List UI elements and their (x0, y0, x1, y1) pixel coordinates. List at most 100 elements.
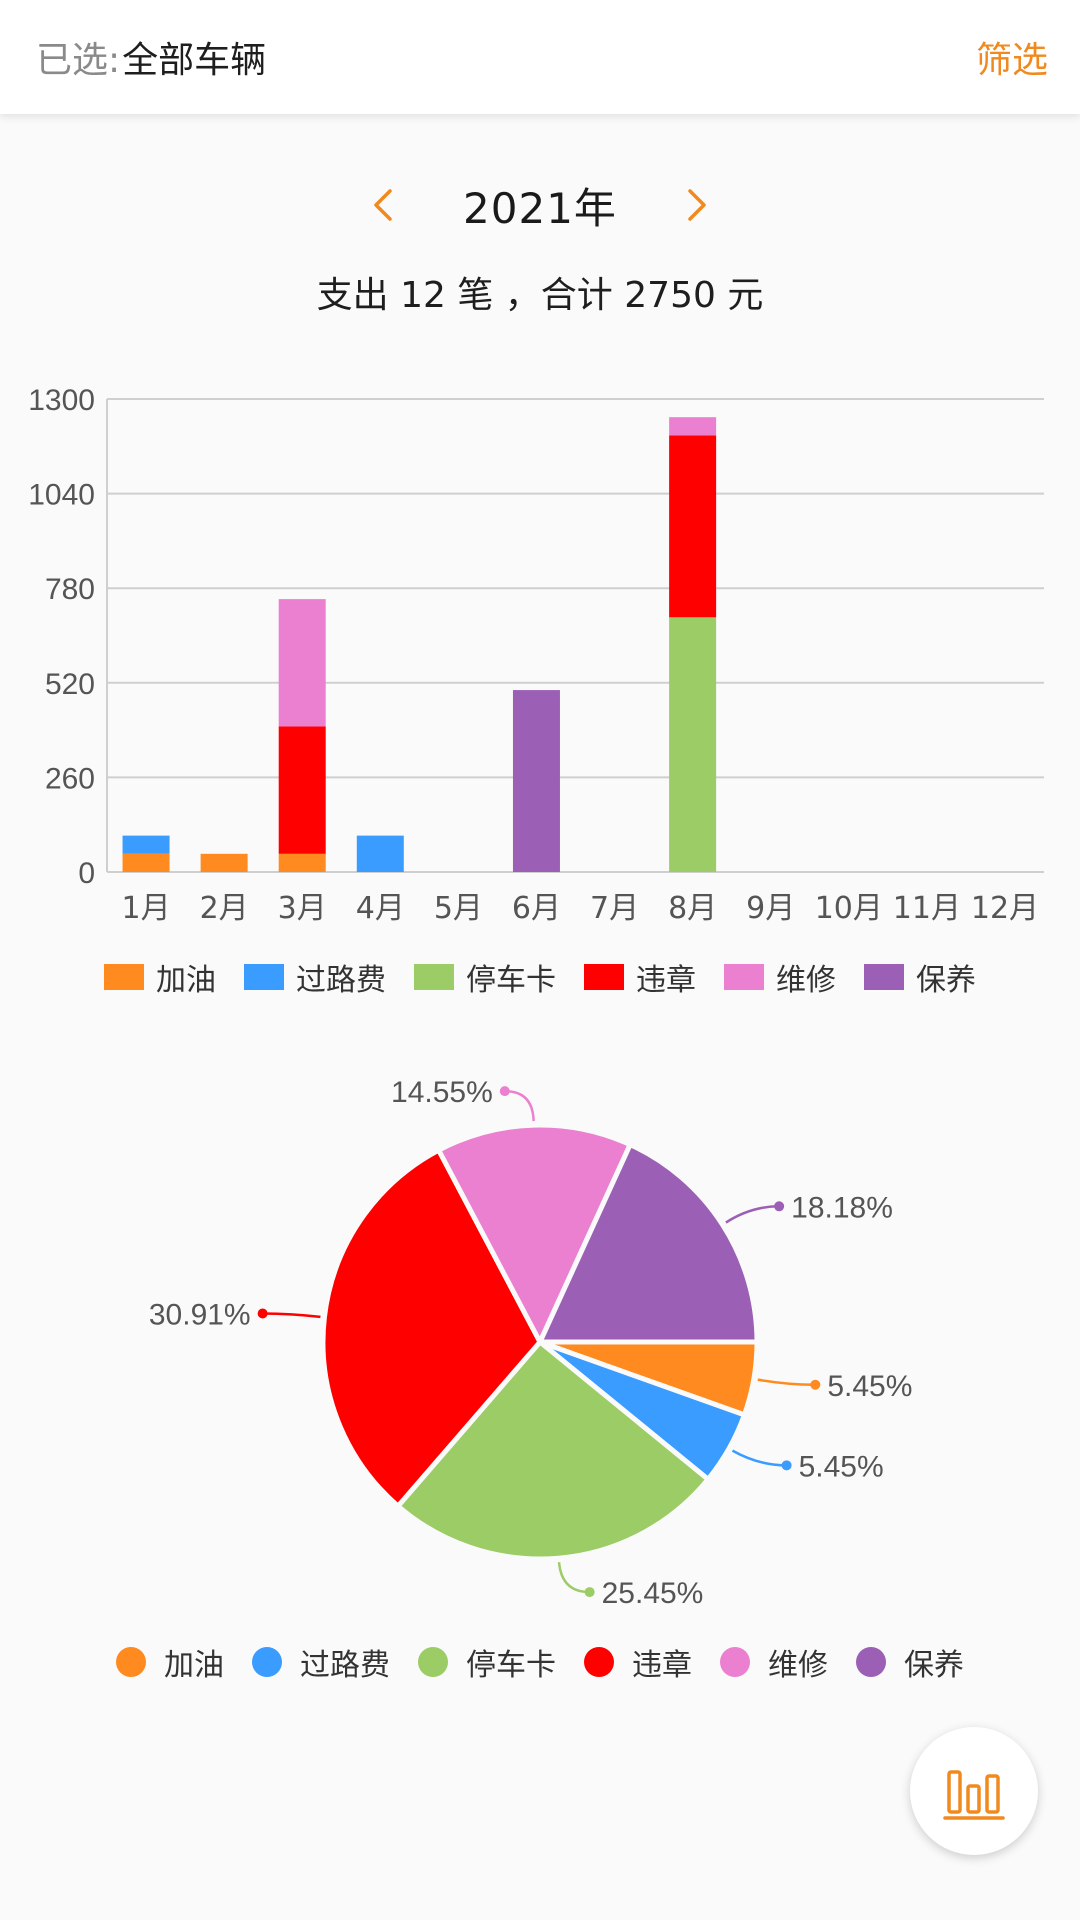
y-tick-label: 520 (45, 668, 95, 701)
bar-segment[interactable] (278, 853, 326, 872)
next-year-button[interactable] (667, 175, 727, 235)
x-tick-label: 5月 (434, 891, 483, 926)
summary-middle: 笔 ，合计 (445, 275, 625, 316)
pie-label-dot (499, 1086, 510, 1097)
pie-label-leader (757, 1378, 816, 1387)
y-tick-label: 260 (45, 762, 95, 795)
bar-chart-icon (943, 1770, 1005, 1820)
legend-label: 保养 (916, 963, 976, 998)
legend-label: 维修 (776, 963, 836, 998)
bar-segment[interactable] (200, 853, 248, 872)
legend-label: 过路费 (296, 963, 386, 998)
legend-item[interactable]: 违章 (584, 1640, 692, 1684)
legend-item[interactable]: 加油 (116, 1640, 224, 1684)
pie-label-leader (504, 1089, 535, 1122)
bar-segment[interactable] (356, 835, 404, 872)
x-tick-label: 9月 (746, 891, 795, 926)
legend-item[interactable]: 保养 (856, 1640, 964, 1684)
selected-value: 全部车辆 (122, 40, 267, 81)
bar-segment[interactable] (669, 435, 717, 618)
bar-segment[interactable] (278, 599, 326, 727)
bar-segment[interactable] (669, 417, 717, 436)
legend-swatch (856, 1647, 886, 1677)
expense-summary: 支出 12 笔 ，合计 2750 元 (0, 266, 1080, 318)
summary-prefix: 支出 (316, 275, 401, 316)
legend-label: 加油 (164, 1648, 224, 1683)
legend-item[interactable]: 过路费 (244, 955, 386, 999)
legend-item[interactable]: 过路费 (252, 1640, 390, 1684)
legend-label: 违章 (636, 963, 696, 998)
legend-label: 保养 (904, 1648, 964, 1683)
legend-label: 停车卡 (466, 1648, 556, 1683)
selected-prefix: 已选: (36, 40, 121, 81)
pie-label-leader (557, 1562, 590, 1594)
pie-percent-label: 5.45% (827, 1370, 912, 1403)
pie-slice[interactable] (320, 1147, 543, 1509)
legend-item[interactable]: 加油 (104, 955, 216, 999)
pie-label-dot (584, 1587, 595, 1598)
pie-label-dot (774, 1201, 785, 1212)
pie-label-dot (781, 1460, 792, 1471)
legend-swatch (720, 1647, 750, 1677)
x-tick-label: 3月 (278, 891, 327, 926)
x-tick-label: 7月 (590, 891, 639, 926)
pie-label-leader (725, 1205, 780, 1224)
year-label: 2021年 (463, 183, 617, 233)
pie-label-dot (810, 1379, 821, 1390)
pie-percent-label: 5.45% (799, 1450, 884, 1483)
legend-swatch (584, 1647, 614, 1677)
legend-item[interactable]: 保养 (864, 955, 976, 999)
pie-label-leader (731, 1449, 787, 1467)
bar-segment[interactable] (122, 853, 170, 872)
legend-swatch (414, 964, 454, 990)
pie-chart-legend: 加油 过路费 停车卡 违章 维修 保养 (0, 1640, 1080, 1684)
pie-percent-label: 18.18% (791, 1191, 893, 1224)
pie-label-dot (257, 1308, 268, 1319)
prev-year-button[interactable] (353, 175, 413, 235)
x-tick-label: 10月 (815, 891, 883, 926)
bar-segment[interactable] (669, 617, 717, 872)
legend-label: 维修 (768, 1648, 828, 1683)
legend-swatch (104, 964, 144, 990)
filter-button[interactable]: 筛选 (975, 40, 1048, 81)
summary-suffix: 元 (715, 275, 764, 316)
y-tick-label: 0 (78, 857, 95, 890)
legend-swatch (116, 1647, 146, 1677)
pie-slice[interactable] (537, 1142, 760, 1345)
legend-item[interactable]: 停车卡 (418, 1640, 556, 1684)
summary-total: 2750 (624, 275, 716, 316)
x-tick-label: 6月 (512, 891, 561, 926)
legend-swatch (244, 964, 284, 990)
y-tick-label: 1040 (28, 479, 95, 512)
pie-slice[interactable] (395, 1339, 711, 1562)
x-tick-label: 11月 (893, 891, 961, 926)
legend-item[interactable]: 违章 (584, 955, 696, 999)
bar-segment[interactable] (278, 726, 326, 854)
legend-item[interactable]: 维修 (720, 1640, 828, 1684)
top-bar: 已选: 全部车辆 筛选 (0, 0, 1080, 114)
legend-swatch (418, 1647, 448, 1677)
bar-chart-legend: 加油 过路费 停车卡 违章 维修 保养 (0, 955, 1080, 999)
legend-label: 违章 (632, 1648, 692, 1683)
bar-segment[interactable] (122, 835, 170, 854)
selected-vehicle: 已选: 全部车辆 (36, 31, 266, 83)
pie-slice[interactable] (436, 1122, 633, 1345)
legend-swatch (252, 1647, 282, 1677)
legend-item[interactable]: 维修 (724, 955, 836, 999)
pie-label-leader (262, 1312, 321, 1319)
legend-item[interactable]: 停车卡 (414, 955, 556, 999)
category-pie-chart: 5.45% 5.45% 25.45% 30.91% 14.55% 18.18% (149, 1076, 913, 1610)
bar-segment[interactable] (512, 690, 560, 872)
legend-swatch (584, 964, 624, 990)
x-tick-label: 4月 (356, 891, 405, 926)
pie-percent-label: 30.91% (149, 1299, 251, 1332)
summary-count: 12 (400, 275, 446, 316)
y-tick-label: 1300 (28, 384, 95, 417)
pie-percent-label: 14.55% (391, 1076, 493, 1109)
x-tick-label: 8月 (668, 891, 717, 926)
chart-toggle-button[interactable] (910, 1727, 1038, 1855)
legend-label: 加油 (156, 963, 216, 998)
x-tick-label: 2月 (200, 891, 249, 926)
monthly-expense-bar-chart: 0 260 520 780 1040 1300 1月 2月 3月 4月 5月 6月 7月 8月 9月 10月 1… (28, 384, 1044, 926)
pie-percent-label: 25.45% (602, 1577, 704, 1610)
